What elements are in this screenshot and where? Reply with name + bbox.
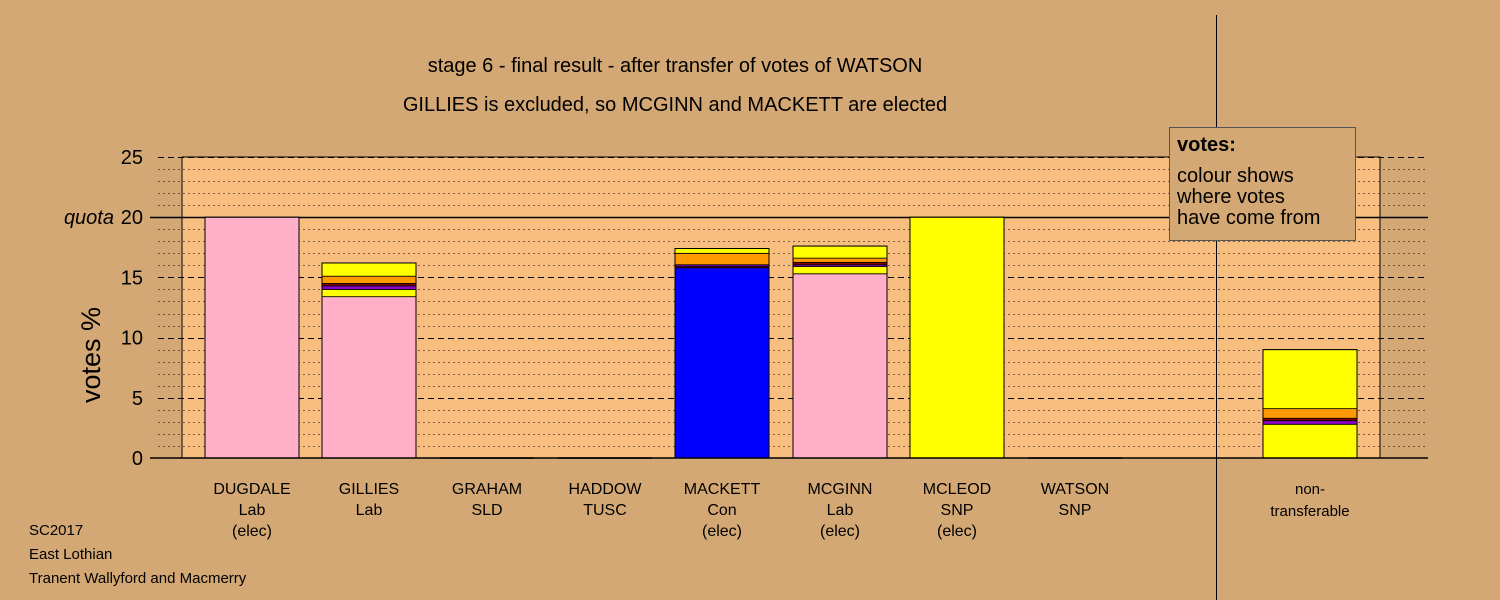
bar-segment [1262,423,1358,459]
x-tick-label: SLD [471,502,502,519]
bar-segment [792,245,888,259]
x-tick-label: (elec) [820,523,860,540]
x-tick-label: Lab [239,502,266,519]
bar-segment [1262,420,1358,425]
footer-ward: Tranent Wallyford and Macmerry [29,570,247,587]
y-tick-label: 20 [121,207,143,229]
bars [204,216,1358,459]
y-axis-ticks: 0 5 10 15 20 25 quota [64,147,143,470]
bar-segment [674,248,770,254]
bar-segment [1262,349,1358,410]
x-tick-label: WATSON [1041,481,1109,498]
bar-segment [674,252,770,266]
bar-segment [909,216,1005,459]
x-tick-label: HADDOW [569,481,643,498]
legend-line: colour shows [1177,165,1294,187]
bar-segment [204,216,300,459]
x-tick-label: SNP [941,502,974,519]
x-tick-label: (elec) [937,523,977,540]
footer-council: East Lothian [29,546,113,563]
y-axis-label: votes % [76,307,106,403]
x-tick-label: (elec) [232,523,272,540]
x-tick-label: MCGINN [808,481,873,498]
bar-segment [792,257,888,263]
x-tick-label: Lab [356,502,383,519]
bar-segment [321,262,417,277]
footer-election: SC2017 [29,522,84,539]
quota-label: quota [64,207,114,229]
bar-segment [674,267,770,459]
x-tick-label: Con [707,502,736,519]
x-tick-label: MCLEOD [923,481,991,498]
x-tick-label: transferable [1270,503,1349,520]
bar-segment [321,275,417,284]
y-tick-label: 0 [132,448,143,470]
x-tick-label: GRAHAM [452,481,522,498]
legend-line: where votes [1177,186,1285,208]
x-tick-label: (elec) [702,523,742,540]
x-tick-label: SNP [1059,502,1092,519]
bar-segment [792,266,888,275]
x-tick-label: Lab [827,502,854,519]
y-tick-label: 15 [121,267,143,289]
legend-heading: votes: [1177,134,1236,156]
y-tick-label: 10 [121,328,143,350]
x-tick-label: DUGDALE [213,481,290,498]
bar-segment [792,273,888,459]
bar-segment [321,296,417,459]
chart-subtitle: GILLIES is excluded, so MCGINN and MACKE… [403,94,947,116]
chart-title: stage 6 - final result - after transfer … [428,55,923,77]
bar-segment [1262,408,1358,419]
x-tick-label: GILLIES [339,481,399,498]
bar-segment [321,285,417,290]
x-tick-label: TUSC [583,502,627,519]
y-tick-label: 5 [132,388,143,410]
x-tick-label: non- [1295,481,1325,498]
bar-segment [321,289,417,298]
x-tick-label: MACKETT [684,481,761,498]
x-axis-labels: DUGDALE Lab (elec) GILLIES Lab GRAHAM SLD HADDO… [213,481,1349,540]
y-tick-label: 25 [121,147,143,169]
legend-line: have come from [1177,207,1321,229]
legend-box: votes: colour shows where votes have com… [1169,127,1356,241]
